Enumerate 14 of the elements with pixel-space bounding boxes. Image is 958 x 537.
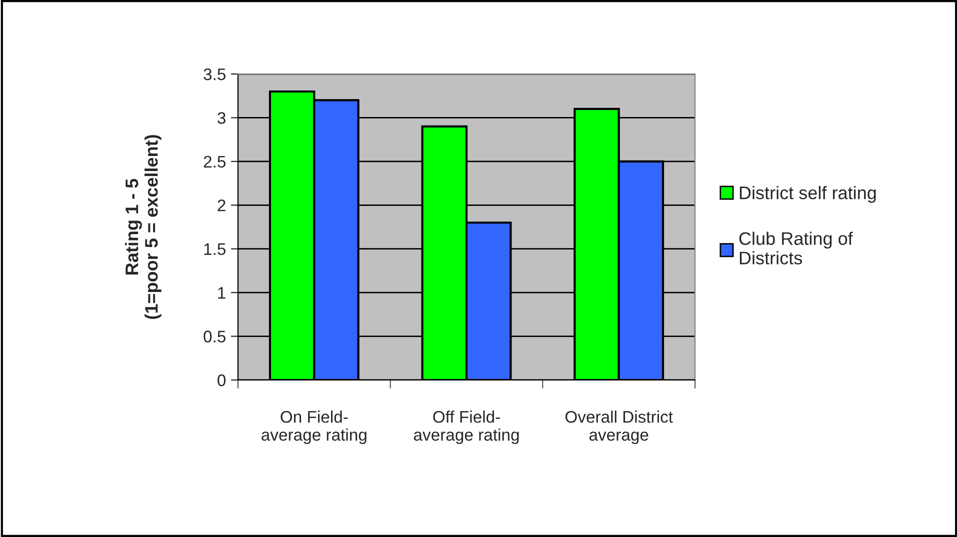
- y-tick-label: 0.5: [204, 330, 226, 342]
- legend-label: District self rating: [740, 186, 876, 203]
- y-tick-label: 1.5: [204, 243, 226, 256]
- y-tick-label: 0: [218, 374, 226, 386]
- y-tick-label: 2: [218, 200, 226, 212]
- x-tick-label: On Field- average rating: [262, 410, 366, 444]
- y-tick-label: 2.5: [204, 156, 226, 168]
- y-axis-title: Rating 1 - 5 (1=poor 5 = excellent): [125, 135, 162, 319]
- y-tick-label: 1: [218, 287, 226, 299]
- y-tick-label: 3: [218, 112, 226, 124]
- x-tick-label: Overall District average: [565, 410, 673, 444]
- legend-label: Club Rating of Districts: [739, 232, 853, 264]
- y-tick-label: 3.5: [204, 68, 226, 80]
- x-tick-label: Off Field- average rating: [414, 410, 519, 444]
